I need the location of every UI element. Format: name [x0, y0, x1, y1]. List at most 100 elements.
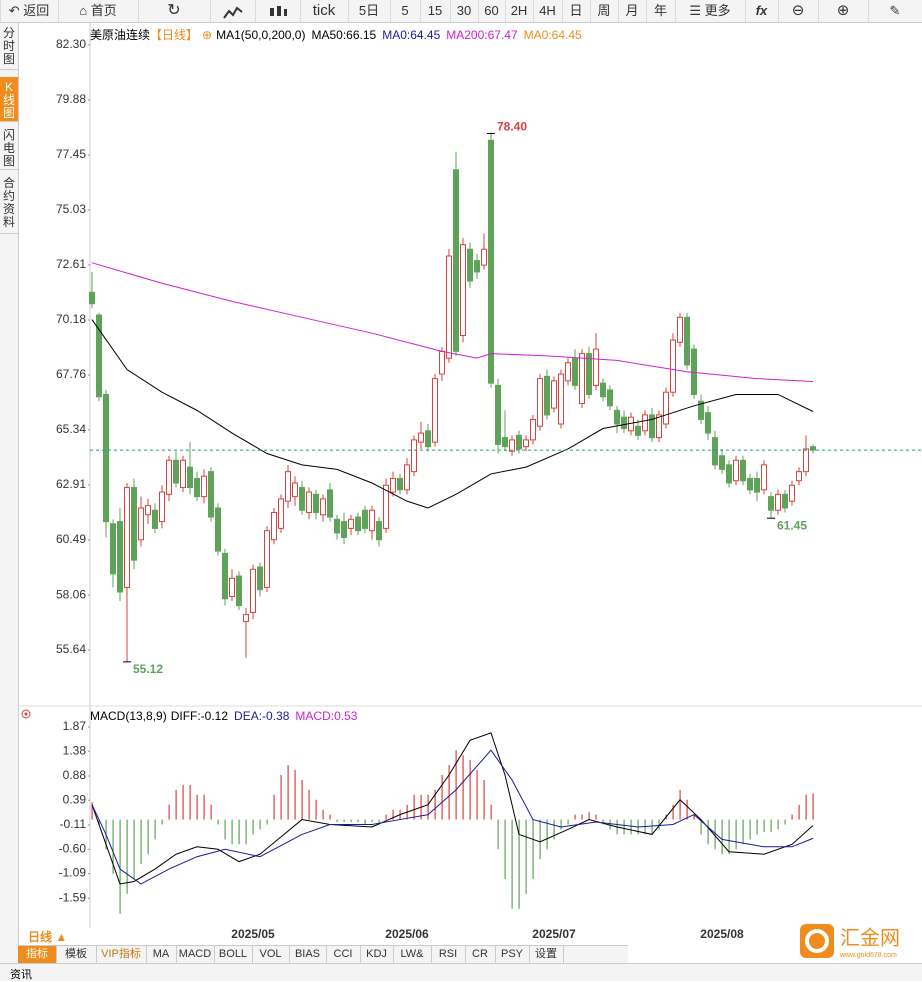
macd-bar: [238, 819, 240, 845]
formula-button[interactable]: fx: [745, 0, 779, 22]
macd-bar: [231, 819, 233, 845]
chart-icon[interactable]: [210, 0, 256, 22]
indicator-tab[interactable]: 设置: [529, 946, 564, 963]
logo: 汇金网: [840, 926, 900, 949]
more[interactable]: 更多: [704, 3, 731, 18]
candle-body: [432, 378, 438, 443]
candle-body: [292, 482, 298, 498]
home[interactable]: 首页: [90, 3, 117, 18]
period-selector[interactable]: 日线 ▲: [28, 930, 68, 944]
footer-tab[interactable]: 资讯: [10, 969, 32, 981]
candle-body: [306, 491, 312, 514]
candle-body: [677, 316, 683, 343]
draw-button[interactable]: ✎: [889, 3, 901, 18]
indicator-tab[interactable]: 模板: [56, 946, 97, 963]
candle-body: [271, 512, 277, 541]
indicator-tab[interactable]: MA: [146, 946, 177, 963]
y-tick-label: 77.45: [56, 147, 86, 161]
y-tick-label: 0.88: [63, 768, 87, 782]
side-tab[interactable]: 分时图: [0, 23, 18, 70]
indicator-tab[interactable]: 指标: [18, 946, 57, 963]
macd-bar: [644, 819, 646, 835]
side-tab[interactable]: K线图: [0, 77, 18, 122]
legend-item: MA1(50,0,200,0): [216, 28, 306, 42]
macd-bar: [259, 819, 261, 830]
back[interactable]: 返回: [23, 3, 50, 18]
period-button[interactable]: 月: [618, 0, 647, 22]
indicator-tab[interactable]: LW&: [393, 946, 432, 963]
macd-bar: [385, 814, 387, 820]
candle-body: [488, 139, 494, 384]
macd-bar: [434, 789, 436, 820]
indicator-tab[interactable]: RSI: [431, 946, 466, 963]
more-button[interactable]: ☰ 更多: [675, 0, 746, 22]
period-button[interactable]: 30: [450, 0, 479, 22]
candle-body: [754, 477, 760, 493]
zoom-in[interactable]: ⊕: [818, 0, 869, 22]
period-button[interactable]: 5: [390, 0, 421, 22]
candle-body: [670, 339, 676, 393]
period-button[interactable]: 4H: [533, 0, 563, 22]
macd-bar: [497, 819, 499, 850]
period-button[interactable]: 60: [478, 0, 506, 22]
zoom-out[interactable]: ⊖: [778, 0, 819, 22]
side-tab[interactable]: 闪电图: [0, 125, 18, 170]
refresh-button[interactable]: ↻: [138, 0, 211, 22]
indicator-tab[interactable]: BIAS: [289, 946, 327, 963]
indicator-tab[interactable]: VOL: [252, 946, 290, 963]
settings-icon[interactable]: [21, 709, 31, 719]
candle-body: [474, 260, 480, 273]
indicator-line: [91, 749, 814, 885]
macd-bar: [182, 784, 184, 820]
candle-icon[interactable]: [255, 0, 301, 22]
candle-body: [712, 437, 718, 466]
indicator-tab[interactable]: PSY: [495, 946, 530, 963]
period-button[interactable]: 周: [590, 0, 619, 22]
macd-bar: [658, 819, 660, 830]
y-tick-label: 0.39: [63, 792, 87, 806]
back-button[interactable]: ↶ 返回: [0, 0, 59, 22]
candle-body: [89, 291, 95, 305]
candle-body: [103, 393, 109, 523]
period-button[interactable]: 15: [420, 0, 451, 22]
indicator-tab[interactable]: MACD: [176, 946, 215, 963]
macd-bar: [574, 814, 576, 820]
indicator-tab[interactable]: VIP指标: [96, 946, 147, 963]
indicator-tab[interactable]: CR: [465, 946, 496, 963]
indicator-tab[interactable]: CCI: [326, 946, 361, 963]
macd-bar: [273, 794, 275, 820]
period-button[interactable]: 年: [646, 0, 676, 22]
period-button[interactable]: 5日: [348, 0, 391, 22]
candle-body: [810, 446, 816, 451]
home-button[interactable]: ⌂ 首页: [58, 0, 139, 22]
candle-body: [194, 477, 200, 498]
macd-bar: [455, 750, 457, 820]
side-tab[interactable]: 合约资料: [0, 173, 18, 234]
y-tick-label: 58.06: [56, 587, 86, 601]
candle-body: [201, 475, 207, 498]
candle-body: [383, 484, 389, 529]
macd-bar: [602, 819, 604, 825]
candle-body: [537, 378, 543, 427]
indicator-tab[interactable]: KDJ: [360, 946, 394, 963]
candle-body: [166, 459, 172, 495]
tick[interactable]: tick: [300, 0, 349, 22]
candle-body: [579, 353, 585, 405]
macd-bar: [749, 819, 751, 840]
candle-body: [726, 464, 732, 484]
indicator-tab[interactable]: BOLL: [214, 946, 253, 963]
macd-bar: [315, 799, 317, 820]
period-button[interactable]: 2H: [505, 0, 534, 22]
macd-bar: [91, 802, 93, 820]
candle-body: [796, 471, 802, 482]
candle-body: [355, 516, 361, 532]
period-button[interactable]: 日: [562, 0, 591, 22]
macd-bar: [686, 799, 688, 820]
macd-bar: [742, 819, 744, 845]
macd-bar: [140, 819, 142, 865]
candle-body: [313, 493, 319, 514]
candle-body: [614, 409, 620, 425]
macd-bar: [805, 794, 807, 820]
candle-body: [607, 389, 613, 407]
